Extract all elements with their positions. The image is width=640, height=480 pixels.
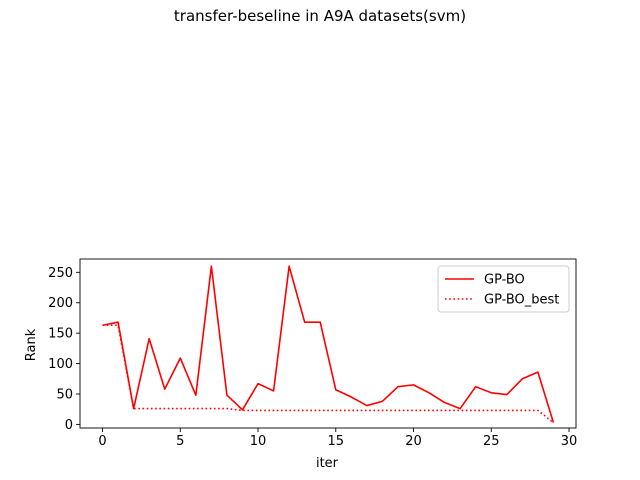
y-tick-label: 50 [56, 387, 73, 402]
x-tick-label: 5 [176, 434, 184, 449]
series-line-1 [102, 265, 555, 423]
x-axis-label: iter [316, 456, 339, 471]
x-tick-label: 15 [328, 434, 345, 449]
chart-title: transfer-beseline in A9A datasets(svm) [174, 7, 466, 25]
x-tick-label: 30 [561, 434, 578, 449]
series-line-2 [102, 324, 554, 424]
y-tick-label: 150 [48, 327, 73, 342]
y-axis: 0 50 100 150 200 250 [48, 266, 80, 433]
legend: GP-BO GP-BO_best [437, 265, 570, 313]
y-tick-label: 200 [48, 296, 73, 311]
x-tick-label: 10 [250, 434, 267, 449]
x-tick-label: 20 [405, 434, 422, 449]
plot-area [79, 258, 577, 429]
x-axis: 0 5 10 15 20 25 30 [98, 428, 577, 449]
plot-frame [79, 258, 577, 429]
x-tick-label: 25 [483, 434, 500, 449]
y-tick-label: 0 [65, 418, 73, 433]
x-tick-label: 0 [98, 434, 106, 449]
y-tick-label: 100 [48, 357, 73, 372]
legend-label-2: GP-BO_best [484, 293, 559, 308]
legend-box [437, 265, 570, 313]
y-axis-label: Rank [24, 328, 39, 361]
y-tick-label: 250 [48, 266, 73, 281]
legend-label-1: GP-BO [484, 273, 525, 288]
